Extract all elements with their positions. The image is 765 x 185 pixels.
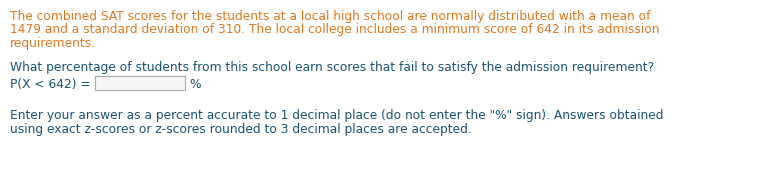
Text: P(X < 642) =: P(X < 642) =: [10, 78, 90, 91]
Text: What percentage of students from this school earn scores that fail to satisfy th: What percentage of students from this sc…: [10, 60, 654, 73]
Bar: [95, 76, 185, 90]
Text: 1479 and a standard deviation of 310. The local college includes a minimum score: 1479 and a standard deviation of 310. Th…: [10, 23, 659, 36]
Text: %: %: [189, 78, 200, 91]
Text: The combined SAT scores for the students at a local high school are normally dis: The combined SAT scores for the students…: [10, 10, 650, 23]
Text: requirements.: requirements.: [10, 37, 96, 50]
Text: using exact z-scores or z-scores rounded to 3 decimal places are accepted.: using exact z-scores or z-scores rounded…: [10, 123, 472, 136]
Text: Enter your answer as a percent accurate to 1 decimal place (do not enter the "%": Enter your answer as a percent accurate …: [10, 110, 663, 122]
